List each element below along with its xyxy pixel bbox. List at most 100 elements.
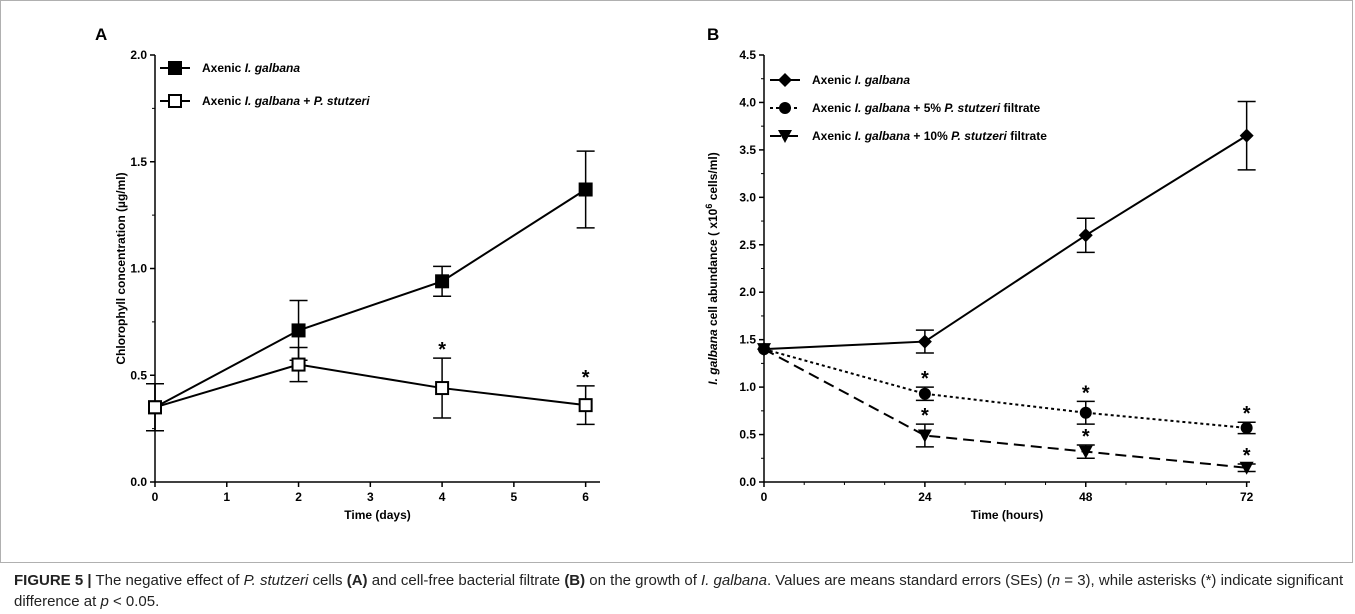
- caption-n: n: [1051, 572, 1061, 589]
- significance-star: *: [1082, 382, 1090, 404]
- y-tick-label: 2.0: [739, 285, 756, 299]
- legend-label-part: I. galbana: [855, 73, 911, 87]
- x-tick-label: 1: [223, 490, 230, 504]
- x-tick-label: 4: [439, 490, 446, 504]
- chart-panel-b: B 0.0 0.5 1.0 1.5 2.0 2.5 3.0 3.5 4.0 4.5 0 24 48 72 Ti…: [704, 25, 1256, 522]
- legend-label-part: +: [300, 94, 314, 108]
- significance-star: *: [438, 339, 446, 361]
- y-tick-label: 0.5: [739, 428, 756, 442]
- x-tick-label: 72: [1240, 490, 1254, 504]
- legend-label-part: I. galbana: [245, 94, 301, 108]
- y-tick-label: 0.0: [130, 475, 147, 489]
- significance-star: *: [1082, 426, 1090, 448]
- data-point: [757, 343, 771, 357]
- data-point: [1240, 421, 1253, 434]
- legend-marker: [168, 61, 182, 75]
- data-point: [917, 334, 932, 349]
- x-tick-label: 48: [1079, 490, 1093, 504]
- caption-species-2: I. galbana: [701, 572, 767, 589]
- legend-label: Axenic I. galbana: [812, 73, 910, 87]
- data-point: [148, 400, 162, 415]
- legend-label-part: Axenic: [202, 61, 245, 75]
- panel-label: B: [707, 25, 719, 44]
- y-tick-label: 0.5: [130, 368, 147, 382]
- series-2: * * *: [758, 343, 1256, 435]
- y-tick-label: 1.5: [739, 333, 756, 347]
- significance-star: *: [921, 368, 929, 390]
- caption-ref-b: (B): [564, 572, 586, 589]
- caption-text-5: . Values are means standard errors (SEs)…: [766, 572, 1052, 589]
- caption-p: p: [100, 593, 109, 610]
- caption-text-1: The negative effect of: [91, 572, 244, 589]
- legend-marker: [779, 102, 791, 114]
- panel-label: A: [95, 25, 107, 44]
- legend-label-part: I. galbana: [245, 61, 301, 75]
- data-point: [291, 323, 306, 338]
- data-point: [918, 387, 931, 400]
- caption-text-6: = 3), while asterisks (*) indicate signi…: [14, 572, 1344, 610]
- legend-label: Axenic I. galbana + P. stutzeri: [202, 94, 370, 108]
- legend-label-part: P. stutzeri: [944, 101, 1000, 115]
- data-point: [1078, 228, 1093, 243]
- data-point: [435, 274, 450, 289]
- y-axis-title: Chlorophyll concentration (µg/ml): [114, 172, 128, 364]
- legend-label-part: Axenic: [812, 73, 855, 87]
- y-axis-title-part: I. galbana: [706, 329, 720, 385]
- data-point: [917, 429, 932, 443]
- x-tick-label: 24: [918, 490, 932, 504]
- caption-text-4: on the growth of: [585, 572, 702, 589]
- chart-panel-a: A 0.0 0.5 1.0 1.5 2.0 0 1 2 3 4 5 6 Time (days) Chloro…: [95, 25, 600, 522]
- legend-label-part: I. galbana: [855, 129, 911, 143]
- y-axis-title-part: cell abundance ( x10: [706, 208, 720, 329]
- legend-label-part: filtrate: [1007, 129, 1047, 143]
- figure-charts: A 0.0 0.5 1.0 1.5 2.0 0 1 2 3 4 5 6 Time (days) Chloro…: [95, 25, 1256, 522]
- data-point: [291, 357, 306, 372]
- x-axis-title: Time (days): [344, 508, 410, 522]
- y-axis-title-part: 6: [704, 204, 714, 209]
- y-tick-label: 1.0: [739, 380, 756, 394]
- data-point: [578, 398, 593, 413]
- caption-text-7: < 0.05.: [108, 593, 160, 610]
- series-line: [763, 134, 1248, 351]
- legend-label-part: Axenic: [812, 129, 855, 143]
- caption-text-2: cells: [308, 572, 347, 589]
- legend-label-part: P. stutzeri: [314, 94, 370, 108]
- legend-label: Axenic I. galbana + 10% P. stutzeri filt…: [812, 129, 1047, 143]
- data-point: [1239, 461, 1254, 475]
- legend-label: Axenic I. galbana + 5% P. stutzeri filtr…: [812, 101, 1041, 115]
- y-tick-label: 3.0: [739, 190, 756, 204]
- significance-star: *: [1243, 403, 1251, 425]
- series-2: **: [146, 339, 595, 432]
- y-axis-title-part: cells/ml): [706, 152, 720, 203]
- data-point: [1239, 128, 1254, 143]
- y-tick-label: 4.0: [739, 95, 756, 109]
- x-tick-label: 0: [761, 490, 768, 504]
- legend-marker: [778, 73, 792, 87]
- y-tick-label: 1.0: [130, 262, 147, 276]
- legend-label-part: P. stutzeri: [951, 129, 1007, 143]
- x-axis-title: Time (hours): [971, 508, 1043, 522]
- y-tick-label: 4.5: [739, 48, 756, 62]
- legend-label-part: + 10%: [910, 129, 951, 143]
- x-tick-label: 6: [582, 490, 589, 504]
- caption-species-1: P. stutzeri: [243, 572, 309, 589]
- caption-ref-a: (A): [346, 572, 368, 589]
- legend-label-part: filtrate: [1000, 101, 1040, 115]
- significance-star: *: [582, 367, 590, 389]
- data-point: [1079, 406, 1092, 419]
- y-tick-label: 2.0: [130, 48, 147, 62]
- legend-label-part: I. galbana: [855, 101, 911, 115]
- series-line: [154, 363, 586, 409]
- figure-frame: [0, 0, 1353, 563]
- figure-caption: FIGURE 5 | The negative effect of P. stu…: [14, 570, 1344, 612]
- x-tick-label: 2: [295, 490, 302, 504]
- x-tick-label: 5: [511, 490, 518, 504]
- legend-label: Axenic I. galbana: [202, 61, 300, 75]
- legend-label-part: Axenic: [812, 101, 855, 115]
- series-3: * * *: [757, 343, 1256, 475]
- significance-star: *: [1243, 445, 1251, 467]
- series-line: [763, 348, 1247, 469]
- caption-text-3: and cell-free bacterial filtrate: [367, 572, 565, 589]
- x-tick-label: 3: [367, 490, 374, 504]
- y-tick-label: 1.5: [130, 155, 147, 169]
